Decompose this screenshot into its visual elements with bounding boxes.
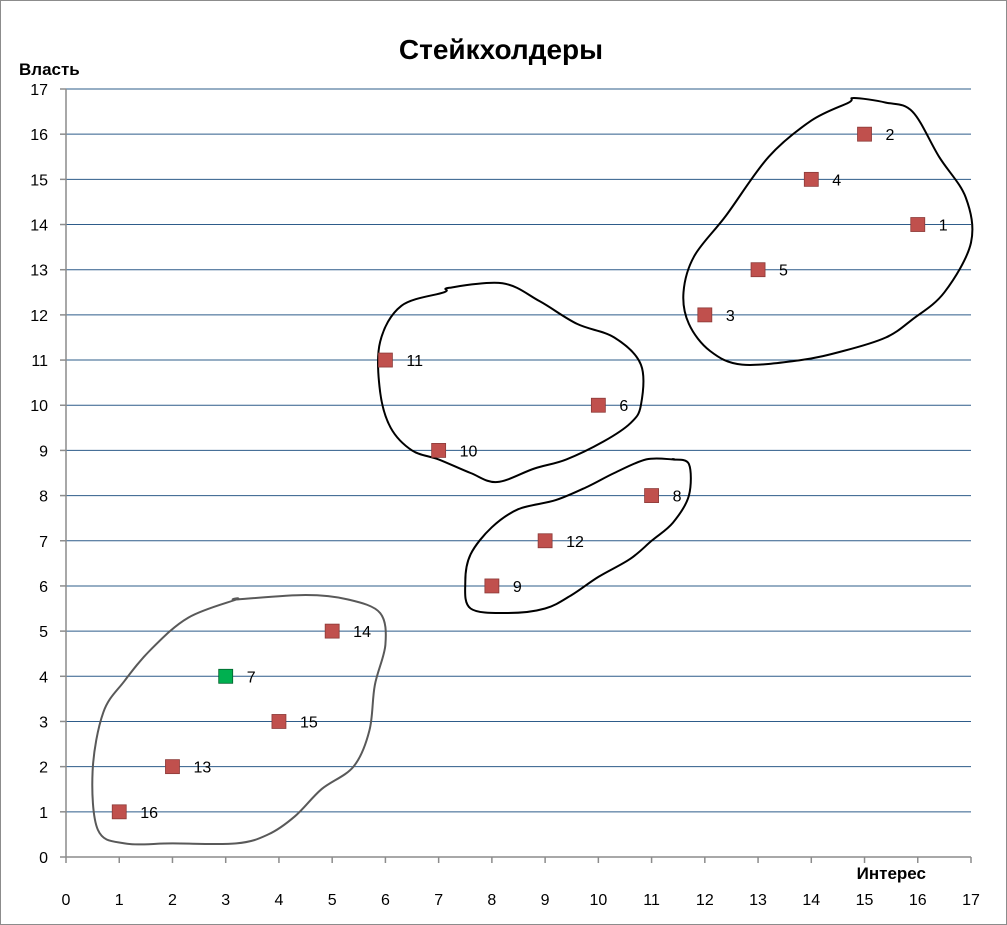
x-tick-label-4: 4 (274, 892, 283, 909)
point-label-15: 15 (300, 714, 318, 731)
point-marker-15 (271, 714, 287, 729)
point-marker-8 (644, 488, 659, 503)
y-tick-label-6: 6 (39, 579, 48, 596)
group-outlines (91, 97, 974, 846)
y-tick-label-11: 11 (31, 353, 48, 370)
x-tick-label-7: 7 (434, 892, 443, 909)
point-label-14: 14 (353, 624, 371, 641)
y-tick-label-17: 17 (30, 82, 48, 99)
y-tick-label-10: 10 (30, 398, 48, 415)
point-marker-13 (165, 759, 180, 775)
point-marker-2 (857, 126, 872, 142)
point-marker-9 (484, 578, 500, 594)
point-label-2: 2 (886, 127, 895, 144)
y-tick-label-5: 5 (39, 624, 48, 641)
y-tick-label-16: 16 (30, 127, 48, 144)
x-tick-label-16: 16 (909, 892, 927, 909)
y-tick-label-1: 1 (39, 805, 48, 822)
y-tick-label-3: 3 (39, 714, 48, 731)
x-tick-label-1: 1 (115, 892, 124, 909)
point-label-11: 11 (406, 353, 423, 370)
point-label-6: 6 (619, 398, 628, 415)
point-marker-3 (697, 307, 713, 323)
y-tick-label-7: 7 (39, 534, 48, 551)
x-tick-label-10: 10 (589, 892, 607, 909)
y-tick-label-4: 4 (39, 669, 48, 686)
y-tick-label-15: 15 (30, 172, 48, 189)
x-tick-label-11: 11 (643, 892, 660, 909)
point-label-8: 8 (673, 489, 682, 506)
y-tick-label-9: 9 (39, 443, 48, 460)
x-tick-label-9: 9 (541, 892, 550, 909)
point-label-4: 4 (832, 172, 841, 189)
x-tick-label-6: 6 (381, 892, 390, 909)
y-tick-label-2: 2 (39, 760, 48, 777)
point-marker-4 (803, 171, 819, 187)
x-tick-label-14: 14 (802, 892, 820, 909)
y-axis-title: Власть (19, 60, 80, 79)
gridlines (66, 88, 971, 813)
x-tick-label-3: 3 (221, 892, 230, 909)
x-tick-label-0: 0 (62, 892, 71, 909)
y-tick-label-0: 0 (39, 850, 48, 867)
point-marker-7 (218, 668, 234, 684)
point-label-9: 9 (513, 579, 522, 596)
point-label-7: 7 (247, 669, 256, 686)
point-marker-16 (111, 804, 127, 820)
point-marker-1 (910, 217, 926, 232)
point-marker-14 (324, 623, 340, 639)
y-tick-label-14: 14 (30, 218, 48, 235)
x-tick-label-13: 13 (749, 892, 767, 909)
point-label-12: 12 (566, 534, 584, 551)
group-outline-bottom-left (91, 594, 387, 846)
axes (60, 88, 972, 863)
point-marker-5 (750, 262, 766, 278)
point-label-3: 3 (726, 308, 735, 325)
y-tick-label-12: 12 (30, 308, 48, 325)
group-outline-top-right (682, 97, 974, 366)
chart-title: Стейкхолдеры (399, 34, 603, 65)
point-marker-6 (590, 397, 606, 413)
y-tick-label-13: 13 (30, 263, 48, 280)
x-tick-label-2: 2 (168, 892, 177, 909)
point-marker-10 (431, 443, 447, 458)
x-tick-label-15: 15 (856, 892, 874, 909)
group-outline-middle-top (377, 281, 645, 484)
x-tick-label-8: 8 (487, 892, 496, 909)
x-axis-title: Интерес (857, 864, 926, 883)
point-marker-11 (378, 352, 393, 368)
x-tick-label-12: 12 (696, 892, 714, 909)
point-marker-12 (537, 533, 553, 549)
point-label-13: 13 (193, 760, 211, 777)
point-label-16: 16 (140, 805, 158, 822)
point-label-5: 5 (779, 263, 788, 280)
point-label-10: 10 (460, 443, 478, 460)
group-outline-middle-bottom (464, 457, 692, 615)
x-tick-label-17: 17 (962, 892, 980, 909)
y-tick-label-8: 8 (39, 489, 48, 506)
x-tick-label-5: 5 (328, 892, 337, 909)
point-label-1: 1 (939, 218, 948, 235)
